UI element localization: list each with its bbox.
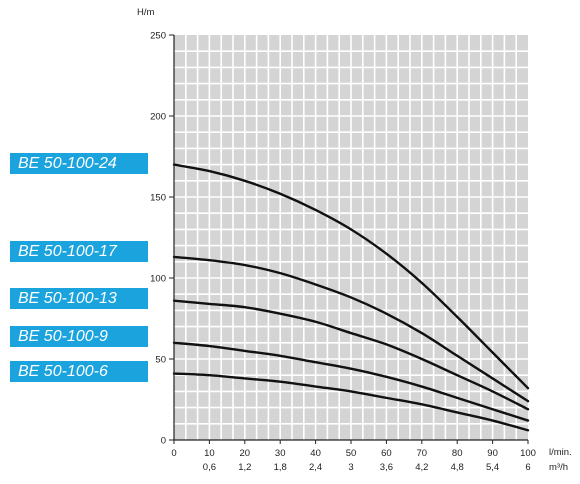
y-tick-label: 200 (150, 112, 166, 123)
x-tick-label-lmin: 50 (346, 448, 357, 459)
curve-be-50-100-9 (172, 341, 530, 422)
x-tick-label-lmin: 40 (310, 448, 321, 459)
x-axis-label-m3h: m³/h (549, 462, 568, 473)
x-tick-label-m3h: 4,2 (415, 462, 428, 473)
x-tick-label-m3h: 0,6 (203, 462, 216, 473)
x-tick-label-lmin: 20 (240, 448, 251, 459)
x-tick-label-m3h: 1,2 (238, 462, 251, 473)
x-tick-label-m3h: 5,4 (486, 462, 499, 473)
x-tick-label-lmin: 10 (204, 448, 215, 459)
x-tick-label-lmin: 100 (520, 448, 536, 459)
x-tick-labels: 0 10 0,6 20 1,2 30 1,8 40 2,4 50 3 60 3,6 70 4,2 80 4,8 9… (171, 440, 536, 473)
curve-be-50-100-17 (172, 255, 530, 403)
x-tick-label-lmin: 60 (381, 448, 392, 459)
series-label-be-50-100-24: BE 50-100-24 (10, 153, 148, 174)
y-axis-label: H/m (137, 7, 155, 18)
y-tick-label: 100 (150, 274, 166, 285)
y-tick-labels: 0 50 100 150 200 250 (150, 31, 174, 447)
x-tick-label-m3h: 6 (525, 462, 530, 473)
curve-be-50-100-13 (172, 299, 530, 411)
x-tick-label-lmin: 70 (417, 448, 428, 459)
x-tick-label-lmin: 80 (452, 448, 463, 459)
curve-be-50-100-24 (172, 163, 530, 390)
y-tick-label: 150 (150, 193, 166, 204)
x-tick-label-m3h: 3 (348, 462, 353, 473)
x-tick-label-m3h: 1,8 (274, 462, 287, 473)
y-tick-label: 50 (155, 355, 166, 366)
series-label-be-50-100-13: BE 50-100-13 (10, 288, 148, 309)
x-axis-label-lmin: l/min. (549, 447, 572, 458)
series-label-be-50-100-9: BE 50-100-9 (10, 326, 148, 347)
curve-be-50-100-6 (172, 372, 530, 432)
y-tick-label: 0 (161, 436, 166, 447)
y-tick-label: 250 (150, 31, 166, 42)
x-tick-label-lmin: 30 (275, 448, 286, 459)
series-label-be-50-100-17: BE 50-100-17 (10, 241, 148, 262)
vertical-gridlines (185, 35, 518, 440)
horizontal-gridlines (174, 50, 528, 425)
x-tick-label-lmin: 90 (487, 448, 498, 459)
x-tick-label-lmin: 0 (171, 448, 176, 459)
series-label-be-50-100-6: BE 50-100-6 (10, 361, 148, 382)
x-tick-label-m3h: 2,4 (309, 462, 322, 473)
x-tick-label-m3h: 3,6 (380, 462, 393, 473)
performance-curves (172, 163, 530, 432)
x-tick-label-m3h: 4,8 (451, 462, 464, 473)
